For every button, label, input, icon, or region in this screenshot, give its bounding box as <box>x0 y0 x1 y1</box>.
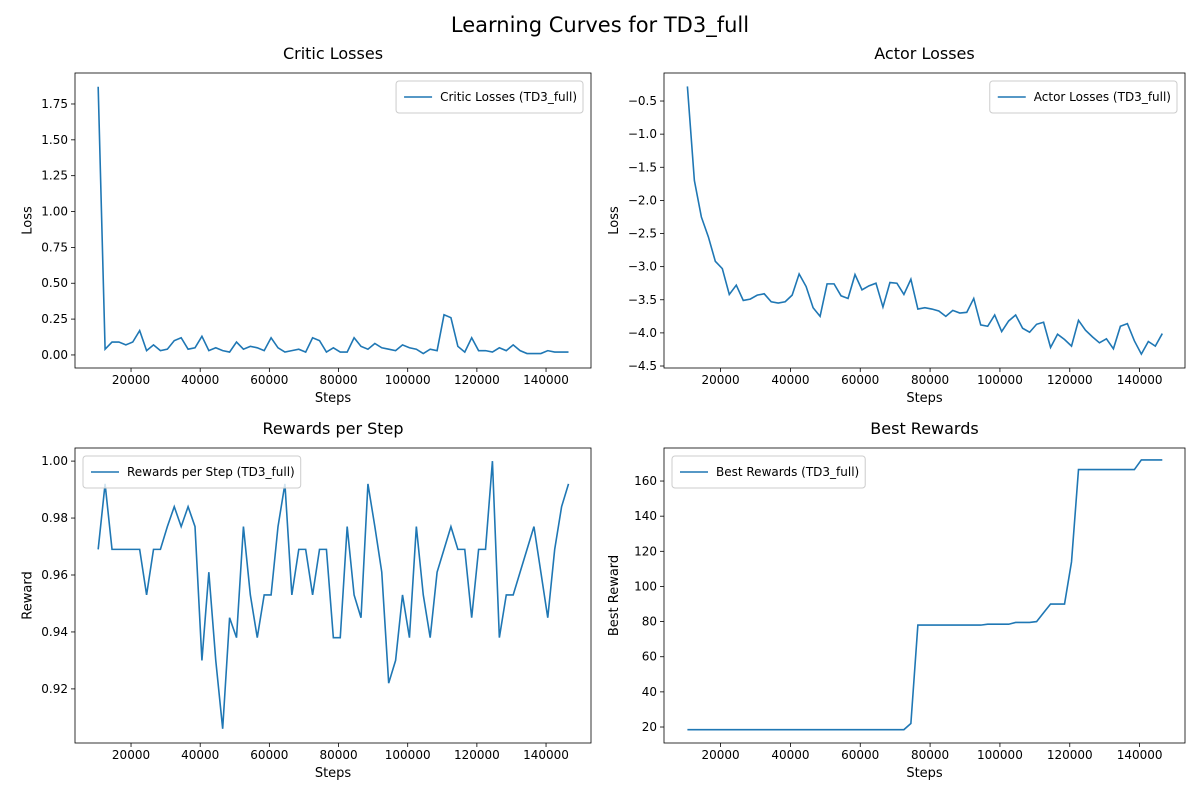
y-axis-label: Loss <box>607 206 622 235</box>
x-tick-label: 20000 <box>112 748 150 762</box>
y-tick-label: −2.0 <box>628 193 657 207</box>
y-tick-label: 0.25 <box>41 312 68 326</box>
legend-label: Critic Losses (TD3_full) <box>440 90 577 104</box>
subplot-title: Best Rewards <box>870 419 978 438</box>
x-tick-label: 120000 <box>454 748 500 762</box>
legend-label: Rewards per Step (TD3_full) <box>127 465 295 479</box>
x-tick-label: 20000 <box>112 373 150 387</box>
y-tick-label: −2.5 <box>628 227 657 241</box>
x-tick-label: 80000 <box>319 373 357 387</box>
y-tick-label: 1.00 <box>41 454 68 468</box>
y-tick-label: 0.98 <box>41 511 68 525</box>
x-tick-label: 140000 <box>523 748 569 762</box>
axes-frame <box>663 447 1186 744</box>
y-tick-label: 60 <box>642 650 657 664</box>
y-tick-label: −0.5 <box>628 94 657 108</box>
y-tick-label: −3.0 <box>628 260 657 274</box>
y-tick-label: 0.94 <box>41 625 68 639</box>
legend: Rewards per Step (TD3_full) <box>82 455 302 489</box>
x-tick-label: 100000 <box>385 748 431 762</box>
x-tick-label: 140000 <box>1117 748 1163 762</box>
x-axis-label: Steps <box>315 766 352 781</box>
legend-box <box>671 455 866 489</box>
x-tick-label: 60000 <box>250 748 288 762</box>
legend-box <box>989 80 1178 114</box>
y-tick-label: 0.50 <box>41 276 68 290</box>
y-tick-label: 1.50 <box>41 133 68 147</box>
y-tick-label: 1.75 <box>41 97 68 111</box>
x-tick-label: 20000 <box>701 748 739 762</box>
x-tick-label: 80000 <box>911 373 949 387</box>
subplot-title: Critic Losses <box>283 44 383 63</box>
y-tick-label: 120 <box>634 544 657 558</box>
x-tick-label: 60000 <box>841 373 879 387</box>
series-line <box>686 86 1163 356</box>
y-tick-label: 80 <box>642 615 657 629</box>
y-tick-label: 1.00 <box>41 205 68 219</box>
x-tick-label: 120000 <box>454 373 500 387</box>
x-axis-label: Steps <box>315 391 352 406</box>
series-line <box>687 459 1163 731</box>
axes-frame <box>663 72 1186 369</box>
legend-label: Best Rewards (TD3_full) <box>716 465 859 479</box>
y-tick-label: 0.00 <box>41 348 68 362</box>
x-tick-label: 40000 <box>771 748 809 762</box>
x-axis-label: Steps <box>906 391 943 406</box>
y-axis-label: Best Reward <box>607 555 622 636</box>
y-tick-label: 0.92 <box>41 682 68 696</box>
y-tick-label: 20 <box>642 720 657 734</box>
x-tick-label: 80000 <box>911 748 949 762</box>
x-tick-label: 80000 <box>319 748 357 762</box>
x-tick-label: 100000 <box>385 373 431 387</box>
y-axis-label: Reward <box>20 571 35 619</box>
y-tick-label: 160 <box>634 474 657 488</box>
y-tick-label: 0.96 <box>41 568 68 582</box>
subplot-title: Rewards per Step <box>262 419 403 438</box>
legend-box <box>82 455 302 489</box>
x-tick-label: 100000 <box>977 748 1023 762</box>
y-tick-label: −4.0 <box>628 326 657 340</box>
x-tick-label: 40000 <box>181 373 219 387</box>
legend-label: Actor Losses (TD3_full) <box>1034 90 1171 104</box>
y-tick-label: 1.25 <box>41 169 68 183</box>
figure-title: Learning Curves for TD3_full <box>451 13 749 38</box>
y-axis-label: Loss <box>20 206 35 235</box>
y-tick-label: −1.5 <box>628 160 657 174</box>
y-tick-label: 140 <box>634 509 657 523</box>
subplot-title: Actor Losses <box>874 44 974 63</box>
x-tick-label: 20000 <box>701 373 739 387</box>
series-line <box>97 461 570 729</box>
y-tick-label: −4.5 <box>628 359 657 373</box>
y-tick-label: −3.5 <box>628 293 657 307</box>
y-tick-label: −1.0 <box>628 127 657 141</box>
series-line <box>97 86 569 355</box>
y-tick-label: 40 <box>642 685 657 699</box>
x-tick-label: 140000 <box>523 373 569 387</box>
y-tick-label: 100 <box>634 579 657 593</box>
x-tick-label: 60000 <box>250 373 288 387</box>
legend: Best Rewards (TD3_full) <box>671 455 866 489</box>
legend: Critic Losses (TD3_full) <box>395 80 584 114</box>
x-tick-label: 120000 <box>1047 373 1093 387</box>
x-axis-label: Steps <box>906 766 943 781</box>
x-tick-label: 100000 <box>977 373 1023 387</box>
axes-frame <box>74 447 592 744</box>
x-tick-label: 120000 <box>1047 748 1093 762</box>
x-tick-label: 40000 <box>181 748 219 762</box>
x-tick-label: 60000 <box>841 748 879 762</box>
legend-box <box>395 80 584 114</box>
legend: Actor Losses (TD3_full) <box>989 80 1178 114</box>
x-tick-label: 140000 <box>1117 373 1163 387</box>
x-tick-label: 40000 <box>771 373 809 387</box>
axes-frame <box>74 72 592 369</box>
y-tick-label: 0.75 <box>41 240 68 254</box>
